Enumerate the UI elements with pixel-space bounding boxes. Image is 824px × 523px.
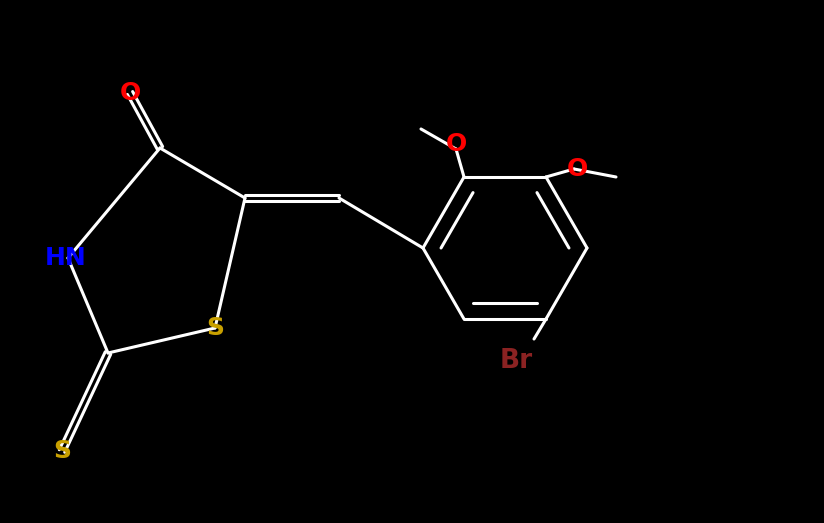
Text: O: O — [446, 132, 466, 156]
Text: Br: Br — [499, 348, 532, 374]
Text: O: O — [566, 157, 588, 181]
Text: S: S — [206, 316, 224, 340]
Text: O: O — [119, 81, 141, 105]
Text: S: S — [53, 439, 71, 463]
Text: HN: HN — [45, 246, 87, 270]
